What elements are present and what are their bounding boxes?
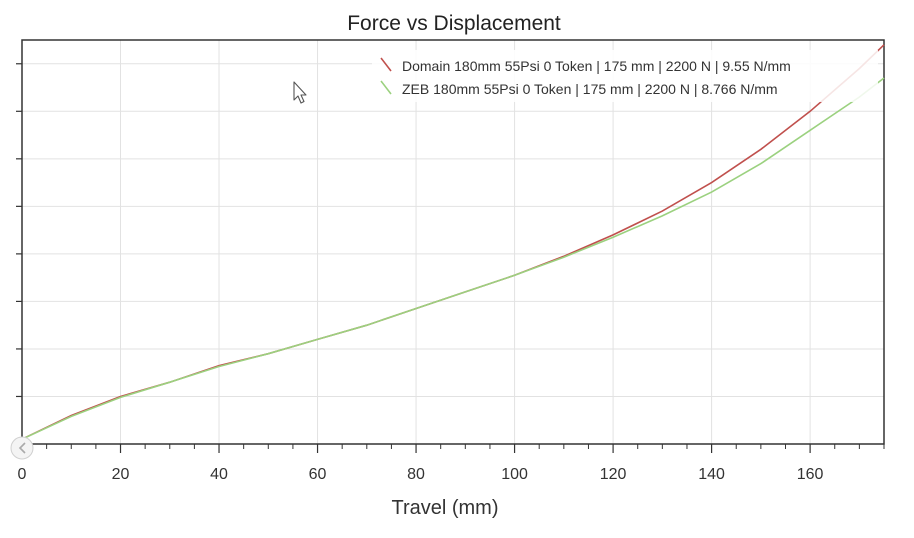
legend-label: ZEB 180mm 55Psi 0 Token | 175 mm | 2200 … <box>402 81 778 97</box>
legend-background <box>372 50 878 102</box>
chart-title: Force vs Displacement <box>347 12 561 35</box>
legend-swatch <box>380 57 392 72</box>
x-tick-label: 140 <box>698 466 725 483</box>
x-tick-label: 120 <box>600 466 627 483</box>
x-tick-label: 80 <box>407 466 425 483</box>
legend-swatch <box>380 80 392 95</box>
x-tick-label: 20 <box>112 466 130 483</box>
x-tick-label: 0 <box>18 466 27 483</box>
grid <box>22 40 884 444</box>
plot-area <box>21 39 885 445</box>
cursor-icon <box>293 81 307 104</box>
x-tick-label: 60 <box>309 466 327 483</box>
legend-item-1[interactable]: Domain 180mm 55Psi 0 Token | 175 mm | 22… <box>380 57 791 74</box>
scroll-left-button[interactable] <box>10 436 34 460</box>
y-axis <box>16 63 22 445</box>
legend-item-2[interactable]: ZEB 180mm 55Psi 0 Token | 175 mm | 2200 … <box>380 80 778 97</box>
legend[interactable]: Domain 180mm 55Psi 0 Token | 175 mm | 22… <box>372 50 878 102</box>
legend-label: Domain 180mm 55Psi 0 Token | 175 mm | 22… <box>402 58 791 74</box>
x-axis: 0 20 40 60 80 100 120 140 160 <box>18 444 885 483</box>
x-tick-label: 160 <box>797 466 824 483</box>
x-tick-label: 100 <box>501 466 528 483</box>
x-axis-title: Travel (mm) <box>391 497 498 519</box>
series-group <box>21 44 885 440</box>
series-line-1 <box>21 44 885 440</box>
x-tick-label: 40 <box>210 466 228 483</box>
series-line-2 <box>21 77 885 440</box>
chevron-left-icon <box>18 442 26 454</box>
